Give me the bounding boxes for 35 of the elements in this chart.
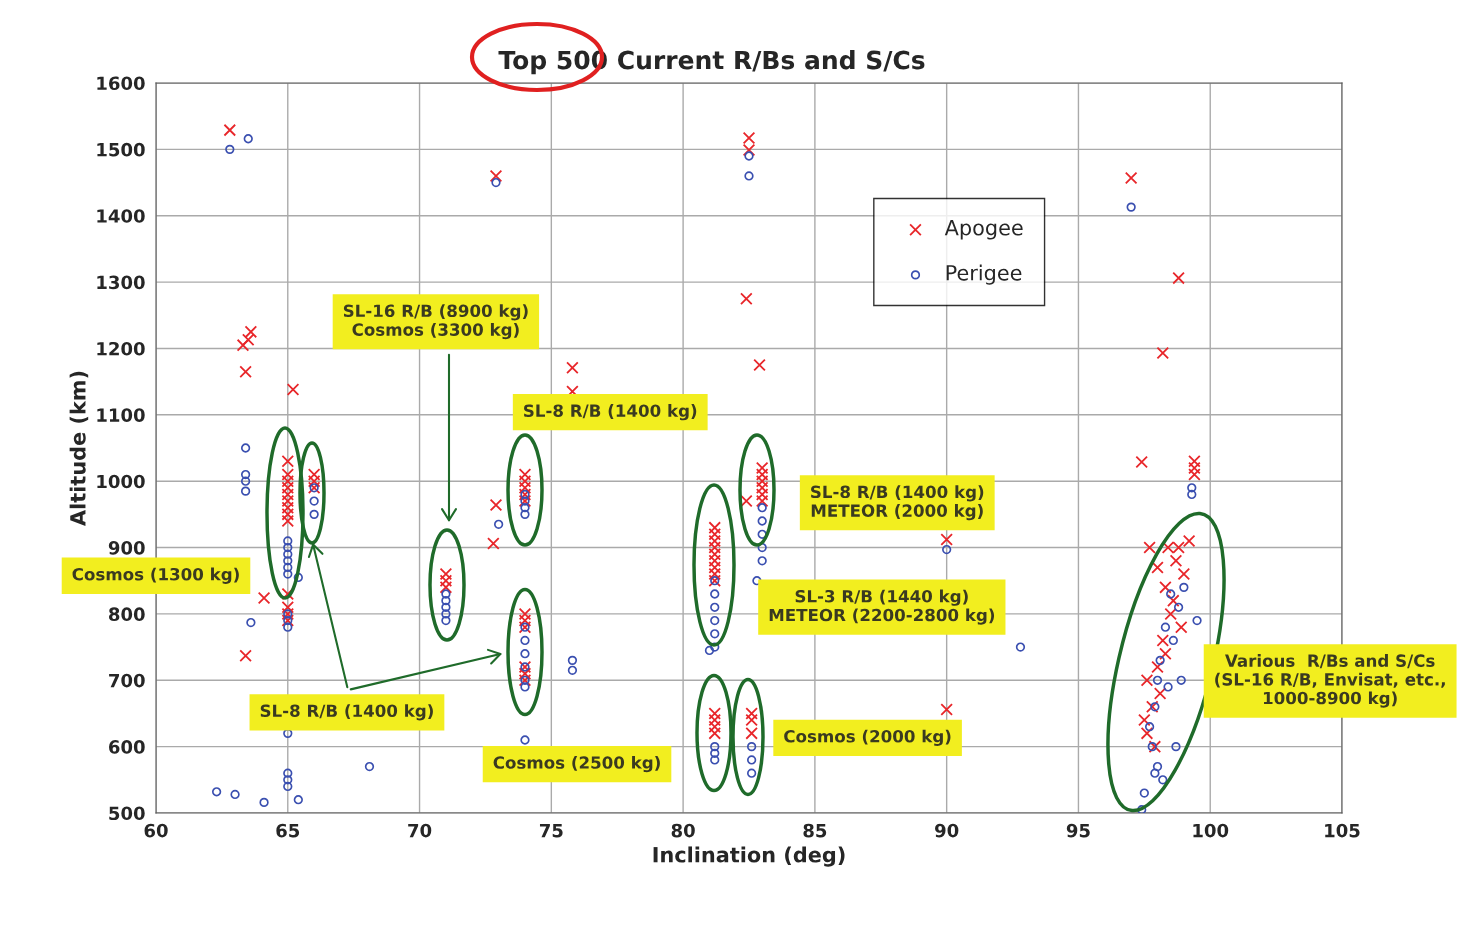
y-tick-label: 900: [108, 541, 145, 555]
annotation: Cosmos (2000 kg): [784, 729, 951, 746]
y-tick-label: 800: [109, 607, 145, 622]
x-tick-label: 90: [935, 823, 959, 838]
y-tick-label: 600: [109, 740, 145, 754]
annotation: Cosmos (1300 kg): [72, 567, 239, 584]
y-tick-label: 700: [109, 673, 145, 688]
x-tick-label: 105: [1325, 823, 1360, 838]
y-tick-label: 1100: [97, 408, 145, 422]
annotation: SL-8 R/B (1400 kg): [260, 704, 433, 721]
annotation: SL-16 R/B (8900 kg) Cosmos (3300 kg): [343, 304, 528, 340]
x-axis-title: Inclination (deg): [653, 846, 845, 867]
annotation: Cosmos (2500 kg): [493, 755, 660, 773]
y-tick-label: 500: [109, 806, 145, 821]
y-tick-label: 1400: [97, 209, 145, 223]
annotation: SL-8 R/B (1400 kg): [524, 404, 697, 421]
annotation: Various R/Bs and S/Cs (SL-16 R/B, Envisat, etc., 1000-8900 kg): [1215, 654, 1445, 708]
y-tick-label: 1300: [97, 275, 145, 290]
x-tick-label: 95: [1066, 823, 1090, 838]
y-tick-label: 1500: [97, 142, 145, 157]
x-tick-label: 100: [1193, 823, 1229, 838]
x-tick-label: 70: [408, 823, 432, 838]
x-tick-label: 60: [144, 823, 168, 838]
x-tick-label: 85: [803, 823, 827, 838]
legend-label: Apogee: [944, 220, 1023, 240]
x-tick-label: 65: [276, 823, 300, 838]
y-axis-title: Altitude (km): [69, 371, 89, 526]
y-tick-label: 1000: [97, 474, 145, 489]
x-tick-label: 80: [671, 823, 695, 838]
annotation: SL-8 R/B (1400 kg) METEOR (2000 kg): [811, 485, 984, 521]
x-tick-label: 75: [539, 823, 563, 838]
y-tick-label: 1200: [97, 341, 145, 356]
annotation: SL-3 R/B (1440 kg) METEOR (2200-2800 kg): [769, 589, 995, 625]
y-tick-label: 1600: [97, 76, 145, 91]
legend-label: Perigee: [946, 264, 1022, 285]
